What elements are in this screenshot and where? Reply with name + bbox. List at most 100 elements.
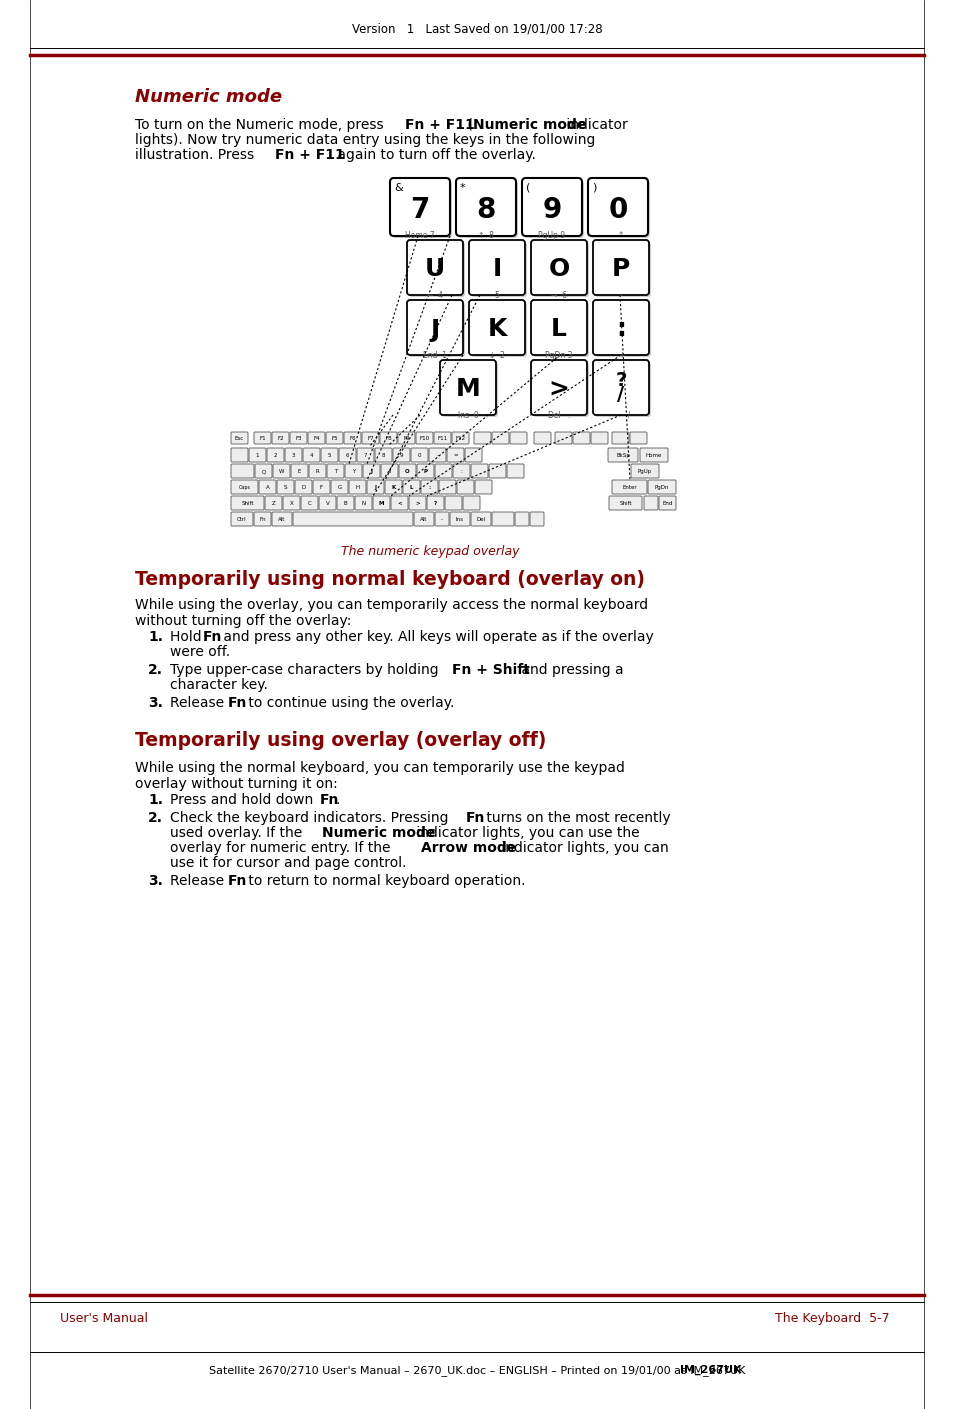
Text: T: T <box>334 469 336 473</box>
Text: ←  4: ← 4 <box>427 292 442 300</box>
Text: To turn on the Numeric mode, press: To turn on the Numeric mode, press <box>135 118 388 132</box>
FancyBboxPatch shape <box>258 480 275 495</box>
FancyBboxPatch shape <box>416 464 434 478</box>
Text: Fn: Fn <box>228 874 247 888</box>
Text: O: O <box>548 258 569 282</box>
FancyBboxPatch shape <box>595 242 650 297</box>
FancyBboxPatch shape <box>531 300 586 355</box>
Text: Type upper-case characters by holding: Type upper-case characters by holding <box>170 664 442 676</box>
Text: U: U <box>424 258 445 282</box>
FancyBboxPatch shape <box>438 480 456 495</box>
Text: F7: F7 <box>367 435 374 441</box>
Text: Fn: Fn <box>259 517 266 521</box>
Text: F11: F11 <box>437 435 447 441</box>
FancyBboxPatch shape <box>409 302 464 356</box>
FancyBboxPatch shape <box>265 496 282 510</box>
Text: 2: 2 <box>274 454 277 458</box>
Text: PgDn 3: PgDn 3 <box>545 351 572 361</box>
Text: =: = <box>453 454 457 458</box>
Text: The Keyboard  5-7: The Keyboard 5-7 <box>775 1312 889 1324</box>
FancyBboxPatch shape <box>533 302 588 356</box>
Text: indicator lights, you can: indicator lights, you can <box>497 841 668 855</box>
Text: >: > <box>548 378 569 402</box>
FancyBboxPatch shape <box>416 433 433 444</box>
Text: Shift: Shift <box>241 502 253 506</box>
FancyBboxPatch shape <box>475 480 492 495</box>
Text: P: P <box>423 469 427 473</box>
FancyBboxPatch shape <box>355 496 372 510</box>
Text: A: A <box>265 485 269 490</box>
FancyBboxPatch shape <box>530 511 543 526</box>
Text: Satellite 2670/2710 User's Manual – 2670_UK.doc – ENGLISH – Printed on 19/01/00 : Satellite 2670/2710 User's Manual – 2670… <box>209 1365 744 1377</box>
Text: F9: F9 <box>403 435 410 441</box>
Text: 7: 7 <box>363 454 367 458</box>
Text: K: K <box>487 317 506 341</box>
Text: used overlay. If the: used overlay. If the <box>170 826 306 840</box>
Text: F3: F3 <box>294 435 301 441</box>
FancyBboxPatch shape <box>249 448 266 462</box>
Text: 5: 5 <box>328 454 331 458</box>
Text: E: E <box>297 469 301 473</box>
Text: Arrow mode: Arrow mode <box>420 841 516 855</box>
Text: Shift: Shift <box>618 502 631 506</box>
Text: and pressing a: and pressing a <box>517 664 623 676</box>
Text: to continue using the overlay.: to continue using the overlay. <box>244 696 454 710</box>
Text: Fn + F11: Fn + F11 <box>274 148 344 162</box>
FancyBboxPatch shape <box>510 433 526 444</box>
Text: V: V <box>325 502 329 506</box>
Text: 2.: 2. <box>148 664 163 676</box>
Text: Fn: Fn <box>203 630 222 644</box>
FancyBboxPatch shape <box>411 448 428 462</box>
FancyBboxPatch shape <box>392 180 452 238</box>
Text: &: & <box>394 183 402 193</box>
Text: Alt: Alt <box>278 517 285 521</box>
Text: 9: 9 <box>542 196 561 224</box>
FancyBboxPatch shape <box>231 464 253 478</box>
FancyBboxPatch shape <box>534 433 551 444</box>
FancyBboxPatch shape <box>313 480 330 495</box>
FancyBboxPatch shape <box>294 480 312 495</box>
FancyBboxPatch shape <box>375 448 392 462</box>
Text: overlay for numeric entry. If the: overlay for numeric entry. If the <box>170 841 395 855</box>
Text: ): ) <box>592 183 596 193</box>
Text: Release: Release <box>170 696 229 710</box>
Text: turns on the most recently: turns on the most recently <box>481 812 670 826</box>
FancyBboxPatch shape <box>409 242 464 297</box>
Text: Q: Q <box>261 469 265 473</box>
FancyBboxPatch shape <box>643 496 658 510</box>
Text: *: * <box>459 183 465 193</box>
FancyBboxPatch shape <box>344 433 360 444</box>
FancyBboxPatch shape <box>253 511 271 526</box>
FancyBboxPatch shape <box>435 511 449 526</box>
FancyBboxPatch shape <box>533 242 588 297</box>
FancyBboxPatch shape <box>474 433 491 444</box>
FancyBboxPatch shape <box>593 240 648 294</box>
FancyBboxPatch shape <box>414 511 434 526</box>
Text: 4: 4 <box>310 454 313 458</box>
FancyBboxPatch shape <box>273 464 290 478</box>
FancyBboxPatch shape <box>303 448 319 462</box>
FancyBboxPatch shape <box>435 464 452 478</box>
Text: Fn + Shift: Fn + Shift <box>452 664 529 676</box>
FancyBboxPatch shape <box>429 448 446 462</box>
Text: .: . <box>335 793 340 807</box>
Text: Temporarily using overlay (overlay off): Temporarily using overlay (overlay off) <box>135 731 546 750</box>
Text: PgUp: PgUp <box>638 469 652 473</box>
Text: PgDn: PgDn <box>654 485 669 490</box>
Text: X: X <box>290 502 294 506</box>
Text: (: ( <box>462 118 473 132</box>
Text: W: W <box>278 469 284 473</box>
FancyBboxPatch shape <box>407 240 462 294</box>
Text: Z: Z <box>272 502 275 506</box>
FancyBboxPatch shape <box>531 240 586 294</box>
FancyBboxPatch shape <box>439 361 496 416</box>
Text: B: B <box>343 502 347 506</box>
FancyBboxPatch shape <box>402 480 419 495</box>
Text: F: F <box>319 485 323 490</box>
FancyBboxPatch shape <box>447 448 463 462</box>
Text: 9: 9 <box>399 454 403 458</box>
Text: F12: F12 <box>455 435 465 441</box>
Text: L: L <box>551 317 566 341</box>
Text: 5: 5 <box>494 292 499 300</box>
Text: User's Manual: User's Manual <box>60 1312 148 1324</box>
